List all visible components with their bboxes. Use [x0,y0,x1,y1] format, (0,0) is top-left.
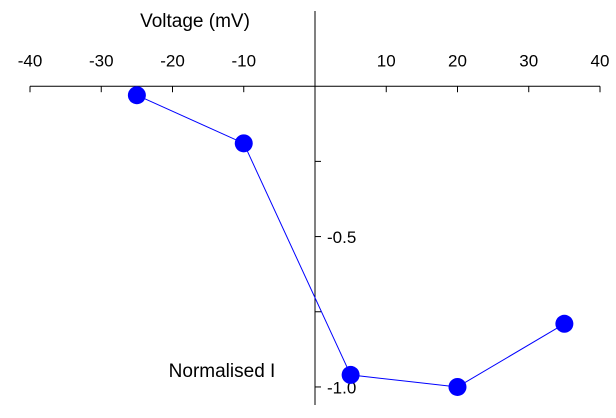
x-tick-label: 30 [519,52,538,71]
data-point [234,134,253,153]
y-axis-label: Normalised I [169,361,276,382]
data-point [555,314,574,333]
x-axis-label: Voltage (mV) [140,11,250,32]
x-tick-label: -10 [231,52,256,71]
data-point [448,377,467,396]
data-point [341,365,360,384]
x-tick-label: -40 [18,52,43,71]
y-tick-label: -0.5 [327,228,356,247]
x-tick-label: 20 [448,52,467,71]
data-point [127,86,146,105]
x-tick-label: -30 [89,52,114,71]
x-tick-label: 40 [591,52,610,71]
x-tick-label: -20 [160,52,185,71]
x-tick-label: 10 [377,52,396,71]
